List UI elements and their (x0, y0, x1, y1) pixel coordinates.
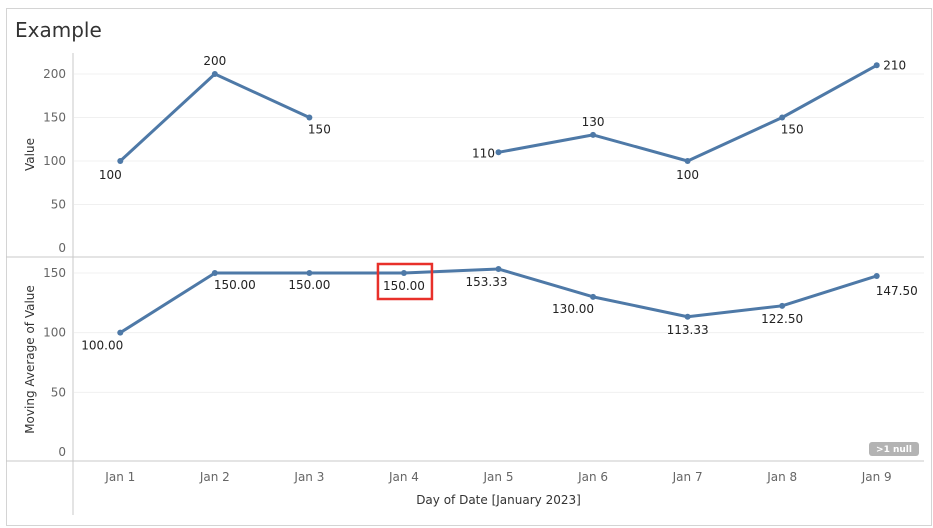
data-label: 122.50 (761, 312, 803, 326)
data-label: 113.33 (667, 323, 709, 337)
x-tick-label: Jan 1 (104, 470, 135, 484)
x-tick-label: Jan 2 (199, 470, 230, 484)
y-tick-label: 100 (43, 326, 66, 340)
y-tick-label: 100 (43, 154, 66, 168)
data-point[interactable] (684, 158, 691, 164)
data-label: 100.00 (81, 339, 123, 353)
data-point[interactable] (495, 149, 502, 156)
x-tick-label: Jan 7 (672, 470, 703, 484)
data-point[interactable] (306, 270, 313, 276)
y-tick-label: 0 (58, 445, 66, 459)
data-label: 200 (203, 54, 226, 68)
data-label: 100 (99, 168, 122, 182)
data-label: 153.33 (466, 275, 508, 289)
data-label: 150.00 (383, 279, 425, 293)
data-label: 150 (781, 123, 804, 137)
y-tick-label: 150 (43, 111, 66, 125)
data-point[interactable] (211, 270, 218, 276)
data-label: 150.00 (214, 278, 256, 292)
chart-frame (6, 8, 932, 526)
data-label: 150.00 (288, 278, 330, 292)
x-tick-label: Jan 5 (483, 470, 514, 484)
x-tick-label: Jan 3 (293, 470, 324, 484)
data-point[interactable] (779, 302, 786, 309)
x-tick-label: Jan 9 (861, 470, 892, 484)
data-point[interactable] (590, 131, 597, 138)
x-axis-title: Day of Date [January 2023] (416, 493, 581, 507)
x-tick-label: Jan 6 (577, 470, 608, 484)
chart-title: Example (15, 18, 102, 42)
data-point[interactable] (117, 329, 124, 336)
y-tick-label: 50 (51, 198, 66, 212)
data-point[interactable] (495, 266, 502, 273)
x-tick-label: Jan 8 (766, 470, 797, 484)
data-label: 147.50 (876, 284, 918, 298)
data-label: 210 (883, 58, 906, 72)
y-axis-title: Moving Average of Value (23, 285, 37, 434)
data-label: 130.00 (552, 302, 594, 316)
data-point[interactable] (873, 62, 880, 69)
data-point[interactable] (400, 270, 407, 276)
null-indicator-badge[interactable] (869, 442, 919, 456)
data-point[interactable] (211, 71, 218, 77)
y-tick-label: 0 (58, 241, 66, 255)
data-point[interactable] (117, 158, 124, 164)
x-tick-label: Jan 4 (388, 470, 419, 484)
data-point[interactable] (779, 114, 786, 121)
null-indicator-text: >1 null (876, 445, 912, 455)
data-point[interactable] (684, 313, 691, 320)
y-axis-title: Value (23, 138, 37, 171)
data-point[interactable] (873, 272, 880, 279)
data-point[interactable] (306, 114, 313, 121)
data-label: 100 (676, 168, 699, 182)
y-tick-label: 50 (51, 385, 66, 399)
data-point[interactable] (590, 293, 597, 300)
data-label: 150 (308, 123, 331, 137)
y-tick-label: 150 (43, 266, 66, 280)
data-label: 130 (582, 115, 605, 129)
series-line (498, 63, 878, 163)
highlight-box (376, 262, 434, 301)
data-label: 110 (472, 146, 495, 160)
y-tick-label: 200 (43, 67, 66, 81)
